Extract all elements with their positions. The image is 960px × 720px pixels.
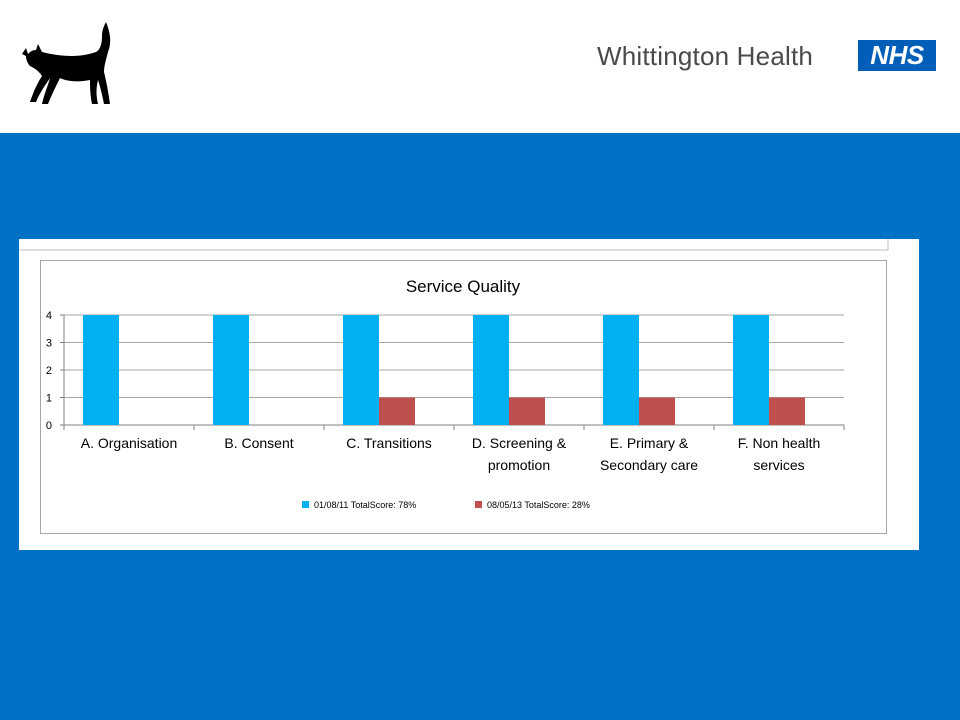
bar-2 — [379, 397, 415, 425]
x-category-label: promotion — [488, 457, 550, 473]
y-tick-label: 1 — [46, 393, 52, 405]
bar-1 — [733, 315, 769, 425]
x-category-label: services — [753, 457, 804, 473]
bar-1 — [213, 315, 249, 425]
chart-panel: Service Quality 0 1 2 3 4 A. Organisation B. C… — [19, 239, 919, 550]
bar-2 — [639, 397, 675, 425]
brand-name: Whittington Health — [597, 40, 814, 71]
bar-1 — [473, 315, 509, 425]
x-category-label: C. Transitions — [346, 435, 432, 451]
y-tick-label: 4 — [46, 310, 52, 322]
black-cat-icon — [22, 22, 111, 104]
x-category-label: Secondary care — [600, 457, 698, 473]
bar-1 — [343, 315, 379, 425]
legend-label: 01/08/11 TotalScore: 78% — [314, 500, 416, 510]
bar-1 — [83, 315, 119, 425]
header: Whittington Health NHS — [0, 0, 960, 133]
bar-2 — [769, 397, 805, 425]
x-category-label: D. Screening & — [472, 435, 567, 451]
legend-swatch — [475, 501, 482, 508]
legend-label: 08/05/13 TotalScore: 28% — [487, 500, 590, 510]
nhs-logo: NHS — [858, 40, 936, 71]
x-category-label: F. Non health — [738, 435, 821, 451]
brand: Whittington Health — [597, 38, 813, 74]
nhs-badge-text: NHS — [870, 40, 924, 70]
service-quality-chart: Service Quality 0 1 2 3 4 A. Organisation B. C… — [19, 239, 889, 534]
y-tick-label: 2 — [46, 365, 52, 377]
x-category-label: A. Organisation — [81, 435, 178, 451]
x-category-label: E. Primary & — [610, 435, 689, 451]
bar-2 — [509, 397, 545, 425]
x-category-label: B. Consent — [224, 435, 293, 451]
y-tick-label: 3 — [46, 338, 52, 350]
y-tick-label: 0 — [46, 420, 52, 432]
chart-title: Service Quality — [406, 277, 521, 296]
top-frame — [19, 239, 889, 251]
bar-1 — [603, 315, 639, 425]
legend-swatch — [302, 501, 309, 508]
